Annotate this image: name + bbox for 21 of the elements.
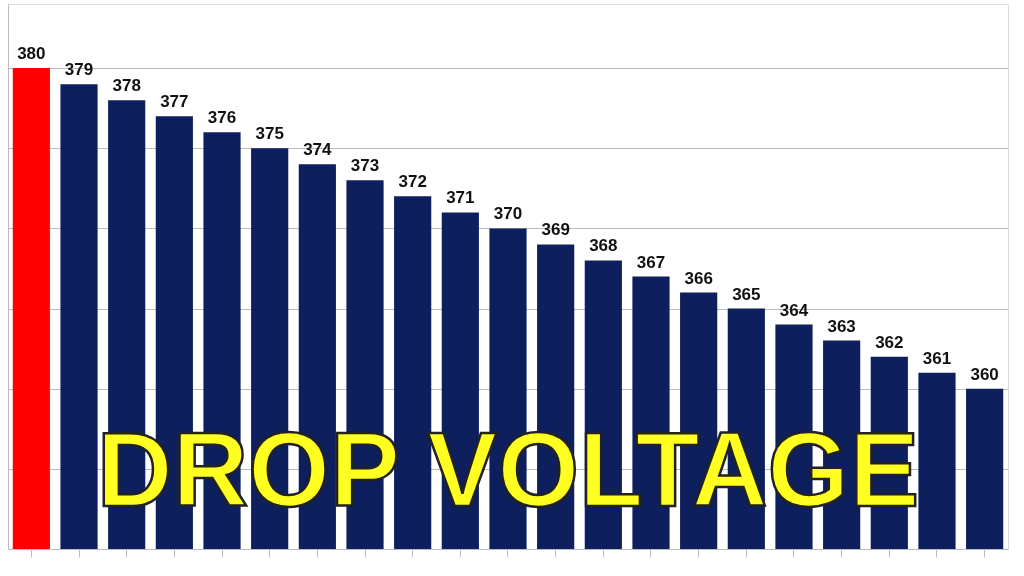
data-label: 371 xyxy=(446,188,475,208)
data-label: 362 xyxy=(875,332,904,352)
data-label: 361 xyxy=(922,348,952,368)
data-label: 376 xyxy=(207,108,237,128)
data-label: 378 xyxy=(112,76,141,96)
data-label: 369 xyxy=(541,220,570,240)
data-label: 379 xyxy=(64,60,94,80)
data-label: 375 xyxy=(255,124,284,144)
data-label: 380 xyxy=(17,44,46,64)
data-label: 363 xyxy=(827,316,856,336)
data-label: 360 xyxy=(970,364,999,384)
data-label: 372 xyxy=(398,172,427,192)
data-label: 377 xyxy=(160,92,189,112)
data-label: 370 xyxy=(493,204,523,224)
data-label: 367 xyxy=(636,252,666,272)
data-label: 373 xyxy=(350,156,380,176)
data-label: 364 xyxy=(779,300,809,320)
data-label: 374 xyxy=(303,140,333,160)
data-label: 365 xyxy=(732,284,761,304)
data-label: 366 xyxy=(684,268,713,288)
data-label: 368 xyxy=(589,236,618,256)
